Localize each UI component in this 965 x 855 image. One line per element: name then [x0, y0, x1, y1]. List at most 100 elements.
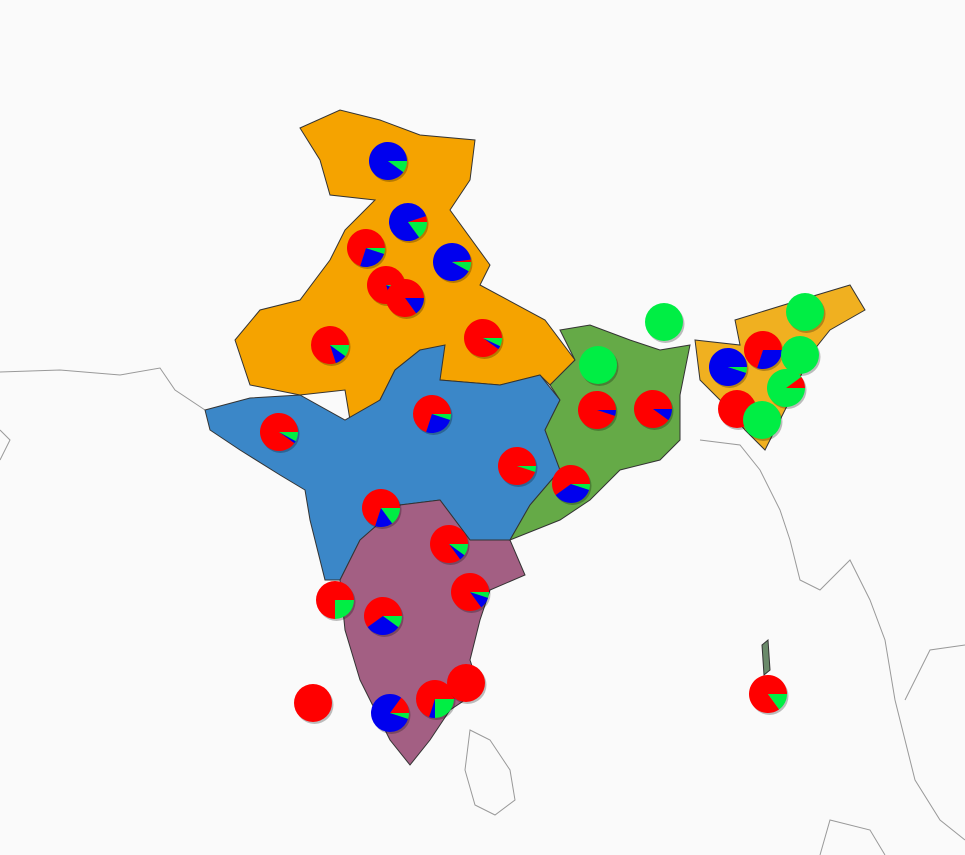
- pie-wedge: [279, 432, 298, 442]
- sri-lanka: [464, 729, 516, 816]
- pie: [430, 525, 470, 565]
- pie: [464, 319, 504, 359]
- pie: [579, 346, 619, 386]
- pie-wedge: [347, 229, 385, 267]
- coastline: [819, 819, 886, 855]
- pie-wedge: [449, 544, 468, 556]
- islands: [761, 638, 771, 677]
- pie-wedge: [757, 350, 782, 369]
- pie-wedge: [390, 713, 409, 719]
- pie: [371, 694, 411, 734]
- pie-wedge: [294, 684, 332, 722]
- pie-wedge: [470, 592, 489, 608]
- pie-wedge: [709, 348, 747, 387]
- pie-wedge: [452, 259, 471, 262]
- pie-wedge: [579, 346, 617, 384]
- pie-wedge: [749, 674, 787, 713]
- pie-wedge: [429, 699, 435, 718]
- pie-wedge: [786, 293, 824, 331]
- pie: [709, 348, 749, 388]
- pie-wedge: [369, 142, 407, 181]
- pie: [369, 142, 409, 182]
- pie-wedge: [366, 248, 385, 254]
- pie-wedge: [766, 368, 805, 407]
- pie-wedge: [367, 616, 399, 635]
- pie: [413, 395, 453, 435]
- pie-wedge: [375, 508, 393, 527]
- pie-wedge: [551, 464, 591, 496]
- pie-wedge: [555, 484, 590, 504]
- pie-wedge: [360, 248, 385, 267]
- pie-wedge: [645, 303, 683, 341]
- pie: [743, 401, 783, 441]
- pie-wedge: [452, 262, 471, 272]
- pie: [577, 391, 618, 431]
- pie-wedge: [786, 376, 805, 388]
- pie-wedge: [413, 395, 451, 433]
- pie: [363, 597, 404, 637]
- pies: [260, 142, 826, 734]
- pie-wedge: [597, 410, 616, 416]
- pie-wedge: [388, 161, 407, 173]
- pie-wedge: [405, 298, 424, 314]
- pie-wedge: [744, 330, 782, 369]
- pie-wedge: [416, 680, 454, 718]
- pie: [766, 368, 807, 409]
- pie: [551, 464, 592, 505]
- pie-wedge: [363, 597, 402, 628]
- pie: [749, 674, 789, 715]
- pie-wedge: [426, 414, 451, 433]
- pie-wedge: [728, 367, 747, 373]
- pie: [744, 330, 784, 371]
- pie-wedge: [330, 345, 349, 357]
- pie: [786, 293, 826, 333]
- pie-wedge: [279, 432, 296, 444]
- pie-wedge: [781, 336, 819, 374]
- pie-wedge: [483, 338, 502, 347]
- pie-wedge: [408, 216, 427, 222]
- pie-wedge: [432, 414, 451, 420]
- pie: [362, 489, 402, 529]
- pie-wedge: [330, 345, 346, 364]
- pie-wedge: [381, 508, 400, 524]
- pie-wedge: [768, 694, 787, 710]
- pie-wedge: [633, 390, 672, 429]
- pie-wedge: [470, 592, 489, 598]
- pie-wedge: [335, 600, 354, 619]
- pie-wedge: [517, 466, 536, 472]
- pie: [447, 664, 487, 704]
- pie: [294, 684, 334, 724]
- pie-wedge: [433, 243, 471, 281]
- coastline: [699, 439, 965, 841]
- pie: [347, 229, 387, 269]
- pie-wedge: [362, 489, 400, 527]
- pie: [316, 581, 356, 621]
- pie-wedge: [483, 338, 501, 350]
- coastline: [904, 644, 965, 701]
- pie-wedge: [408, 222, 427, 238]
- pie: [645, 303, 685, 343]
- pie-wedge: [577, 391, 616, 430]
- pie: [498, 447, 538, 487]
- pie: [451, 573, 491, 613]
- pie: [781, 336, 821, 376]
- pie-wedge: [367, 265, 405, 304]
- pie: [311, 326, 351, 366]
- coastline: [0, 367, 206, 411]
- pie-wedge: [449, 544, 465, 560]
- pie: [633, 390, 674, 430]
- pie: [433, 243, 473, 283]
- pie-wedge: [390, 697, 409, 713]
- pie-wedge: [435, 699, 454, 718]
- pie-wedge: [447, 664, 485, 702]
- pie: [386, 279, 426, 319]
- pie-wedge: [388, 203, 427, 241]
- pie-wedge: [371, 694, 409, 732]
- pie: [260, 413, 300, 453]
- pie-wedge: [653, 409, 672, 421]
- pie-wedge: [571, 484, 590, 490]
- pie: [388, 203, 429, 243]
- pie: [416, 680, 456, 720]
- pie-wedge: [383, 616, 402, 628]
